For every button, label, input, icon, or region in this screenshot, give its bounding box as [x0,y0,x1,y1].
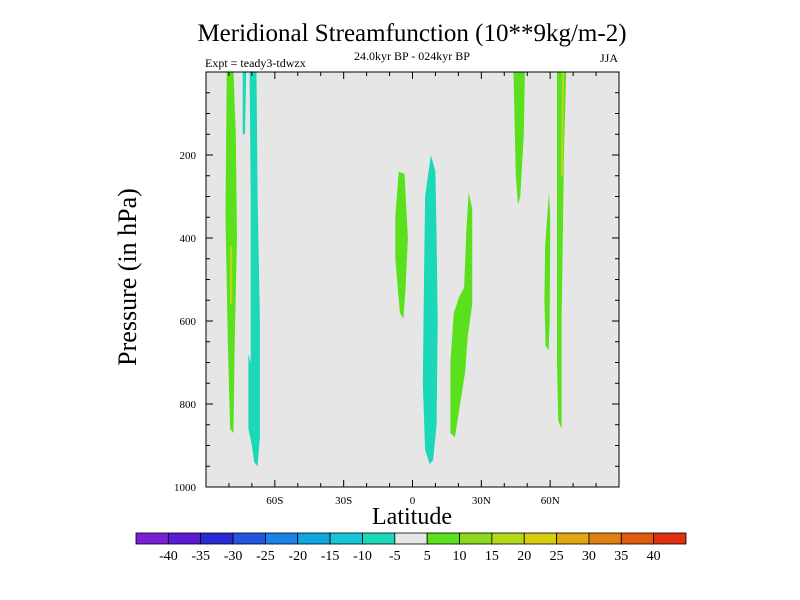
colorbar-label: -20 [288,549,307,564]
colorbar-box [556,532,590,545]
colorbar-box [653,532,687,545]
colorbar-box [523,532,557,545]
plot-frame [205,71,620,488]
colorbar-box [232,532,266,545]
colorbar-label: 35 [614,549,628,564]
colorbar-box [620,532,655,545]
colorbar-box [491,532,525,545]
colorbar-label: 40 [647,549,661,564]
colorbar-box [329,532,363,545]
contour-region-nh-subpolar-positive-cell-b [557,72,567,429]
colorbar-box [265,532,299,545]
colorbar: -40 -35 -30 -25 -20 -15 -10 -5 5 10 15 20 25 30 35 40 [135,532,687,564]
y-tick-label: 1000 [174,482,197,494]
colorbar-label: 5 [424,549,431,564]
colorbar-label: -15 [321,549,340,564]
chart-title: Meridional Streamfunction (10**9kg/m-2) [197,20,626,47]
colorbar-box [426,532,460,545]
colorbar-label: 15 [485,549,499,564]
colorbar-box [167,532,202,545]
colorbar-box [459,532,493,545]
season-label: JJA [600,51,618,65]
colorbar-label: 25 [550,549,564,564]
x-tick-label: 60S [266,495,283,507]
colorbar-label: -25 [256,549,275,564]
colorbar-label: -35 [191,549,210,564]
experiment-label: Expt = teady3-tdwzx [205,56,306,70]
colorbar-label: -10 [353,549,372,564]
x-axis-title: Latitude [372,504,452,530]
y-tick-label: 800 [180,399,197,411]
colorbar-label: -30 [224,549,243,564]
colorbar-label: 30 [582,549,596,564]
x-tick-label: 0 [410,495,416,507]
colorbar-box [135,532,169,545]
contour-region-nh-midlat-positive-cell [513,72,525,205]
colorbar-label: -5 [389,549,401,564]
contour-region-sh-negative-cell-b [248,72,260,467]
y-tick-label: 200 [180,150,197,162]
colorbar-box [362,532,396,545]
y-axis-title: Pressure (in hPa) [113,188,142,366]
colorbar-box [297,532,331,545]
minor-tick-layer [205,71,620,488]
x-tick-label: 30S [335,495,352,507]
plot-background [206,72,619,487]
y-axis: 200 400 600 800 1000 [174,150,197,494]
colorbar-label: -40 [159,549,178,564]
y-tick-label: 600 [180,316,197,328]
contour-region-trop-negative-cell [422,155,438,465]
x-axis: 60S 30S 0 30N 60N [266,495,559,507]
x-tick-label: 30N [472,495,491,507]
contour-region-sh-high-lat-core [229,246,233,305]
time-range-label: 24.0kyr BP - 024kyr BP [354,49,470,63]
contour-region-trop-south-positive-cell [395,171,408,319]
contour-region-nh-subpolar-positive-cell-a [544,192,551,351]
colorbar-label: 20 [517,549,531,564]
contour-region-subtrop-north-positive-cell [450,192,473,438]
colorbar-box [394,532,428,545]
colorbar-box [588,532,622,545]
plot-area [205,71,620,488]
contour-region-sh-negative-cell-a [242,72,247,135]
colorbar-label: 10 [453,549,467,564]
y-tick-label: 400 [180,233,197,245]
contour-region-nh-subpolar-core [560,72,565,176]
contour-fill-layer [225,72,567,467]
x-tick-label: 60N [541,495,560,507]
colorbar-box [200,532,234,545]
